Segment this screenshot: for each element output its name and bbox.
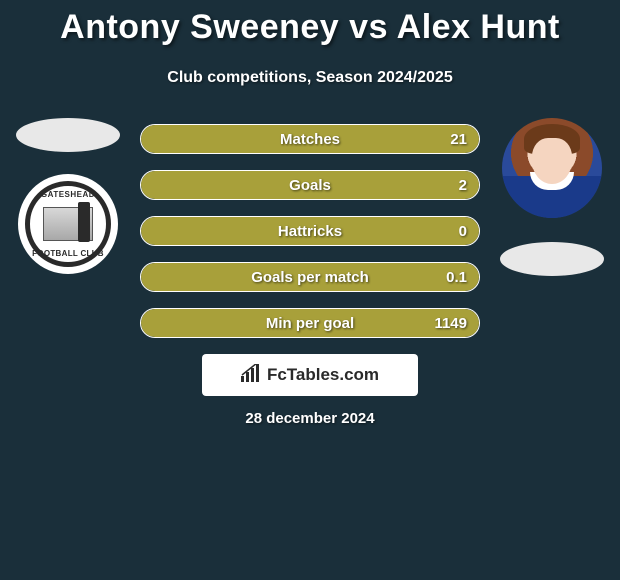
stat-bar: Goals per match0.1	[140, 262, 480, 292]
date-text: 28 december 2024	[0, 410, 620, 427]
stat-bar-value: 2	[459, 171, 467, 199]
left-player-avatar-placeholder	[16, 118, 120, 152]
stat-bar: Min per goal1149	[140, 308, 480, 338]
avatar-face	[532, 138, 572, 184]
stat-bar-label: Hattricks	[141, 217, 479, 245]
stat-bar: Hattricks0	[140, 216, 480, 246]
left-club-logo-inner: GATESHEAD FOOTBALL CLUB	[25, 181, 111, 267]
stat-bar-value: 1149	[434, 309, 467, 337]
branding-text: FcTables.com	[267, 365, 379, 385]
left-player-column: GATESHEAD FOOTBALL CLUB	[8, 118, 128, 274]
stat-bar-label: Goals per match	[141, 263, 479, 291]
right-player-column	[492, 118, 612, 276]
stat-bar-value: 0	[459, 217, 467, 245]
branding-badge: FcTables.com	[202, 354, 418, 396]
left-club-name-top: GATESHEAD	[41, 190, 95, 199]
stat-bar-label: Min per goal	[141, 309, 479, 337]
right-player-avatar	[502, 118, 602, 218]
stat-bar: Goals2	[140, 170, 480, 200]
stat-bars: Matches21 Goals2 Hattricks0 Goals per match…	[140, 124, 480, 354]
left-club-name-bottom: FOOTBALL CLUB	[32, 249, 104, 258]
page-title: Antony Sweeney vs Alex Hunt	[0, 0, 620, 47]
subtitle: Club competitions, Season 2024/2025	[0, 69, 620, 87]
stat-bar: Matches21	[140, 124, 480, 154]
bar-chart-icon	[241, 364, 261, 387]
stat-bar-value: 0.1	[446, 263, 467, 291]
right-club-logo-placeholder	[500, 242, 604, 276]
angel-figure-icon	[78, 202, 90, 242]
stat-bar-label: Matches	[141, 125, 479, 153]
left-club-logo: GATESHEAD FOOTBALL CLUB	[18, 174, 118, 274]
stat-bar-label: Goals	[141, 171, 479, 199]
stat-bar-value: 21	[450, 125, 467, 153]
left-club-logo-graphic	[43, 207, 93, 241]
